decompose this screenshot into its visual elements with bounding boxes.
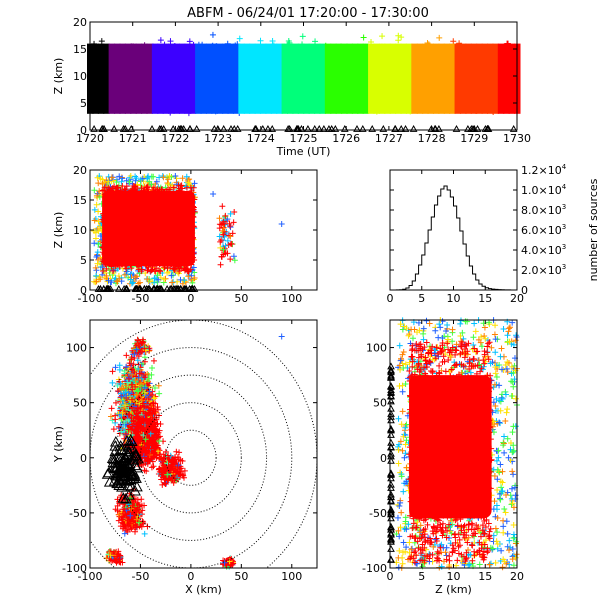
- source-point: [186, 38, 193, 45]
- source-point: [98, 38, 105, 45]
- source-point: [257, 37, 264, 44]
- figure-title: ABFM - 06/24/01 17:20:00 - 17:30:00: [187, 6, 429, 21]
- data-layer: [87, 31, 521, 571]
- source-point: [312, 38, 319, 45]
- time-height-points: [87, 31, 521, 132]
- source-point: [269, 37, 276, 44]
- source-point: [236, 35, 243, 42]
